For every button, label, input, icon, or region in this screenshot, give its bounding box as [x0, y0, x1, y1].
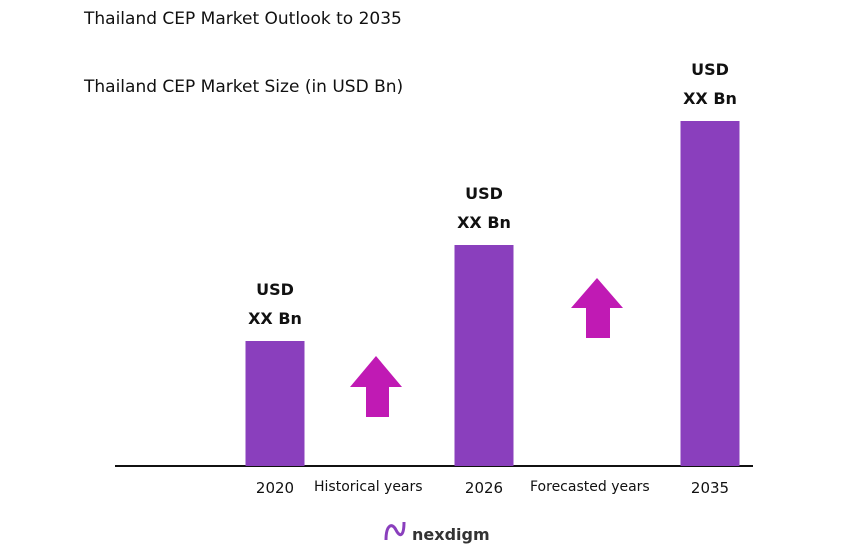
bar — [680, 121, 740, 466]
annotation: Historical years — [314, 479, 423, 495]
annotation: Forecasted years — [530, 479, 650, 495]
bar — [454, 245, 514, 466]
chart-title: Thailand CEP Market Outlook to 2035 — [84, 9, 402, 29]
x-tick-label: 2020 — [255, 479, 295, 497]
up-arrow — [350, 356, 402, 417]
x-tick-label: 2035 — [690, 479, 730, 497]
data-label: USD XX Bn — [248, 280, 302, 328]
chart-subtitle: Thailand CEP Market Size (in USD Bn) — [84, 77, 404, 97]
logo-text: nexdigm — [412, 525, 490, 544]
x-tick-label: 2026 — [464, 479, 504, 497]
data-label: USD XX Bn — [457, 184, 511, 232]
bar — [245, 341, 305, 466]
data-label: USD XX Bn — [683, 60, 737, 108]
up-arrow — [571, 278, 623, 338]
logo-icon — [384, 521, 406, 541]
